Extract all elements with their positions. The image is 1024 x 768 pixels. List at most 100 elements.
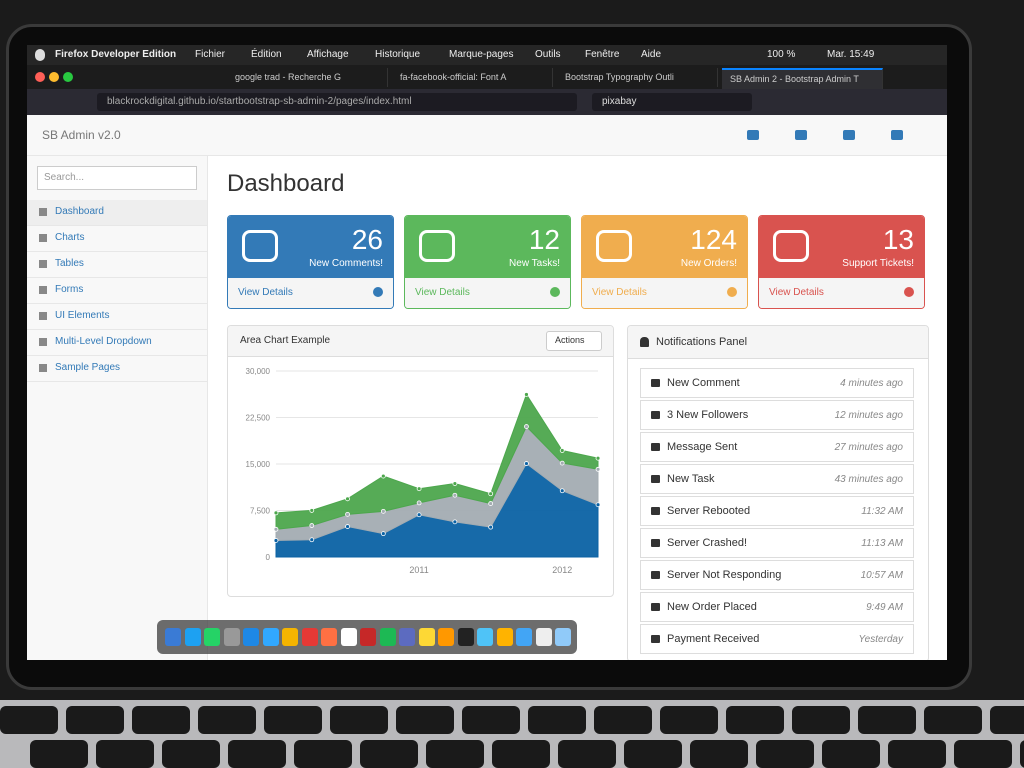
card-footer[interactable]: View Details <box>582 278 747 308</box>
tab-title: fa-facebook-official: Font A <box>400 72 507 82</box>
actions-button[interactable]: Actions <box>546 331 602 351</box>
dock-icon[interactable] <box>379 628 396 646</box>
nav-icon[interactable] <box>795 130 807 140</box>
chart-panel: Area Chart Example Actions 0 7,500 15,000 22,… <box>227 325 614 597</box>
sidebar-item[interactable]: UI Elements <box>27 304 207 330</box>
dock-icon[interactable] <box>321 628 337 646</box>
notification-item[interactable]: Server Rebooted 11:32 AM <box>640 496 914 526</box>
dock-icon[interactable] <box>535 628 552 646</box>
key <box>756 740 814 768</box>
dock-icon[interactable] <box>184 628 201 646</box>
search-field[interactable]: pixabay <box>592 93 752 111</box>
data-point <box>309 523 315 528</box>
stat-card: 26 New Comments! View Details <box>227 215 394 309</box>
dock-icon[interactable] <box>457 628 474 646</box>
menu-item[interactable]: Outils <box>535 49 561 60</box>
dock-icon[interactable] <box>223 628 240 646</box>
key <box>198 706 256 734</box>
key <box>492 740 550 768</box>
menu-app[interactable]: Firefox Developer Edition <box>55 49 177 60</box>
key <box>1020 740 1024 768</box>
sidebar-item[interactable]: Dashboard <box>27 200 207 226</box>
notification-item[interactable]: 3 New Followers 12 minutes ago <box>640 400 914 430</box>
dock-icon[interactable] <box>496 628 513 646</box>
dock-icon[interactable] <box>360 628 376 646</box>
notification-item[interactable]: Server Crashed! 11:13 AM <box>640 528 914 558</box>
notification-item[interactable]: New Comment 4 minutes ago <box>640 368 914 398</box>
notification-icon <box>651 507 660 515</box>
sidebar-item[interactable]: Tables <box>27 252 207 278</box>
nav-icon[interactable] <box>747 130 759 140</box>
sidebar-icon <box>39 338 47 346</box>
sidebar-item[interactable]: Sample Pages <box>27 356 207 382</box>
data-point <box>452 492 458 498</box>
dock-icon[interactable] <box>165 628 181 646</box>
dock-icon[interactable] <box>516 628 532 646</box>
key <box>594 706 652 734</box>
key <box>30 740 88 768</box>
card-footer[interactable]: View Details <box>228 278 393 308</box>
notification-text: Server Not Responding <box>667 569 782 581</box>
card-footer[interactable]: View Details <box>405 278 570 308</box>
dock-icon[interactable] <box>399 628 415 646</box>
notification-item[interactable]: Server Not Responding 10:57 AM <box>640 560 914 590</box>
menu-item[interactable]: Fichier <box>195 49 226 60</box>
key <box>858 706 916 734</box>
sidebar-item[interactable]: Charts <box>27 226 207 252</box>
card-footer[interactable]: View Details <box>759 278 924 308</box>
window-button <box>35 72 45 82</box>
url-field[interactable]: blackrockdigital.github.io/startbootstra… <box>97 93 577 111</box>
notification-text: New Order Placed <box>667 601 757 613</box>
notification-item[interactable]: Payment Received Yesterday <box>640 624 914 654</box>
notification-text: New Task <box>667 473 715 485</box>
tab[interactable]: SB Admin 2 - Bootstrap Admin T <box>722 68 883 89</box>
dock-icon[interactable] <box>340 628 357 646</box>
dock-icon[interactable] <box>418 628 435 646</box>
data-point <box>380 508 386 514</box>
key <box>0 706 58 734</box>
dock-icon[interactable] <box>438 628 454 646</box>
y-tick-label: 0 <box>266 553 271 562</box>
dock-icon[interactable] <box>555 628 571 646</box>
sidebar-icon <box>39 286 47 294</box>
notification-icon <box>651 635 660 643</box>
notification-icon <box>651 571 660 579</box>
sidebar-icon <box>39 364 47 372</box>
card-label: Support Tickets! <box>842 258 914 269</box>
menu-item[interactable]: Marque-pages <box>449 49 514 60</box>
tab[interactable]: google trad - Recherche G <box>227 68 388 87</box>
notification-item[interactable]: Message Sent 27 minutes ago <box>640 432 914 462</box>
dock-icon[interactable] <box>204 628 220 646</box>
menu-item[interactable]: Affichage <box>307 49 349 60</box>
sidebar-item[interactable]: Multi-Level Dropdown <box>27 330 207 356</box>
menu-item[interactable]: Aide <box>641 49 662 60</box>
key <box>462 706 520 734</box>
notification-icon <box>651 411 660 419</box>
nav-icon[interactable] <box>843 130 855 140</box>
sidebar-item[interactable]: Forms <box>27 278 207 304</box>
menu-item[interactable]: Édition <box>251 49 282 60</box>
notification-time: 27 minutes ago <box>834 442 903 453</box>
notification-item[interactable]: New Order Placed 9:49 AM <box>640 592 914 622</box>
tab[interactable]: fa-facebook-official: Font A <box>392 68 553 87</box>
card-link: View Details <box>238 287 293 298</box>
nav-icon[interactable] <box>891 130 903 140</box>
menu-item[interactable]: Fenêtre <box>585 49 620 60</box>
notification-item[interactable]: New Task 43 minutes ago <box>640 464 914 494</box>
dock-icon[interactable] <box>301 628 318 646</box>
key <box>690 740 748 768</box>
dock-icon[interactable] <box>262 628 279 646</box>
dock-icon[interactable] <box>282 628 298 646</box>
dock-icon[interactable] <box>243 628 259 646</box>
brand[interactable]: SB Admin v2.0 <box>42 128 121 142</box>
card-count: 124 <box>690 224 737 255</box>
sidebar-search[interactable]: Search... <box>37 166 197 190</box>
tab[interactable]: Bootstrap Typography Outli <box>557 68 718 87</box>
data-point <box>273 526 279 532</box>
key <box>924 706 982 734</box>
dock-icon[interactable] <box>477 628 493 646</box>
menu-item[interactable]: Historique <box>375 49 421 60</box>
card-header: 124 New Orders! <box>582 216 747 278</box>
sidebar-icon <box>39 234 47 242</box>
